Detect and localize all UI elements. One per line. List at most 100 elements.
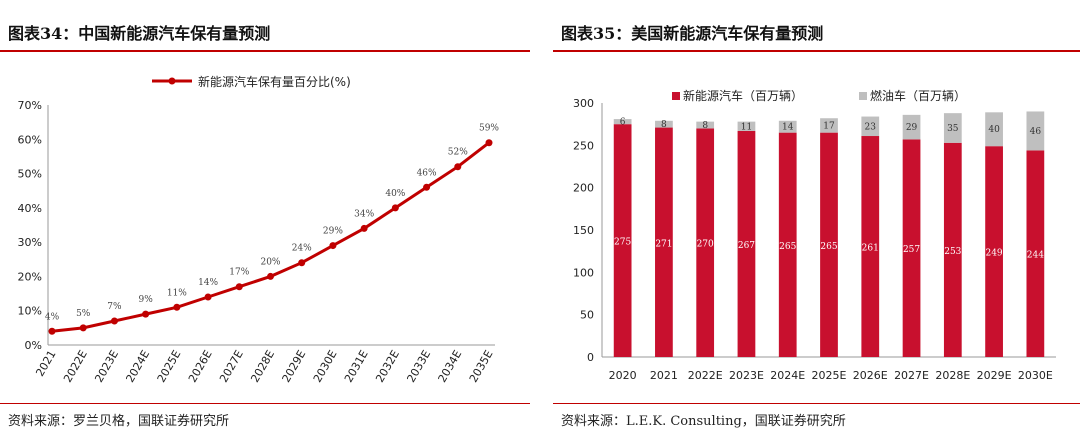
bar-ice-label: 11 [741, 122, 752, 132]
y-tick-label: 0% [25, 339, 42, 352]
china-line-chart: 0%10%20%30%40%50%60%70%2021 2022E 2023E 202… [18, 74, 500, 385]
bar-ice [696, 121, 715, 129]
x-tick-label: 2030E [1018, 369, 1053, 382]
y-tick-label: 10% [18, 305, 42, 318]
data-label: 20% [260, 257, 280, 267]
bar-ev [613, 124, 632, 358]
bar-ice [1026, 111, 1045, 151]
x-tick-label: 2026E [853, 369, 888, 382]
y-tick-label: 30% [18, 236, 42, 249]
bar-ice [943, 113, 962, 143]
y-tick-label: 50% [18, 168, 42, 181]
bar-ice-label: 8 [702, 121, 708, 131]
data-label: 52% [448, 148, 468, 158]
title-divider [0, 50, 530, 52]
data-label: 4% [45, 312, 60, 322]
bar-ice [613, 119, 632, 125]
bar-ice-label: 46 [1030, 127, 1042, 137]
bar-ev-label: 265 [820, 242, 837, 252]
data-label: 17% [229, 268, 249, 278]
data-point [454, 163, 462, 171]
data-label: 7% [107, 302, 122, 312]
us-chart-source: 资料来源：L.E.K. Consulting，国联证券研究所 [561, 414, 846, 429]
bar-ev-label: 257 [903, 245, 920, 255]
data-point [485, 139, 493, 147]
title-divider [553, 50, 1080, 52]
x-tick-label: 2022E [688, 369, 723, 382]
y-tick-label: 300 [573, 97, 594, 110]
x-tick-label: 2021 [33, 348, 58, 379]
bar-ev-label: 270 [697, 240, 714, 250]
y-tick-label: 200 [573, 182, 594, 195]
bar-ev [655, 127, 673, 357]
bar-ice-label: 6 [620, 118, 626, 128]
data-point [360, 224, 368, 232]
y-tick-label: 50 [580, 309, 594, 322]
y-tick-label: 20% [18, 270, 42, 283]
x-tick-label: 2029E [977, 369, 1012, 382]
data-point [267, 272, 274, 280]
x-tick-label: 2021 [650, 369, 678, 382]
bar-ev-label: 249 [985, 249, 1002, 259]
us-stacked-bar-chart: 0 50 100 150 200 250 300 275 6 2020 271 8 2021 270 8 20… [573, 88, 1056, 382]
bar-ev-label: 275 [614, 238, 631, 248]
bar-ice-label: 8 [661, 120, 667, 130]
legend-ice-swatch [859, 92, 867, 100]
bar-ev-label: 265 [779, 242, 796, 252]
bar-ev-label: 267 [738, 241, 755, 251]
x-tick-label: 2025E [812, 369, 847, 382]
data-label: 46% [417, 168, 437, 178]
bar-ice [902, 114, 921, 140]
data-label: 24% [292, 244, 312, 254]
bar-ev [985, 146, 1003, 357]
x-tick-label: 2026E [186, 348, 215, 385]
bar-ice [861, 116, 880, 137]
bar-ice [985, 112, 1003, 147]
x-tick-label: 2035E [467, 348, 496, 385]
x-tick-label: 2024E [124, 348, 153, 385]
data-point [391, 204, 399, 212]
x-tick-label: 2030E [311, 348, 340, 385]
data-point [48, 327, 56, 335]
x-tick-label: 2025E [155, 348, 184, 385]
china-chart-panel: 图表34：中国新能源汽车保有量预测 0% 10% 20% 30% 40% 50% 60% 70… [0, 0, 530, 441]
bar-ice [820, 118, 838, 133]
bar-ice-label: 14 [782, 123, 794, 133]
bar-ice-label: 23 [865, 122, 877, 132]
source-divider [553, 403, 1080, 404]
bar-ice-label: 17 [823, 121, 835, 131]
us-chart-title: 图表35：美国新能源汽车保有量预测 [561, 24, 824, 43]
china-chart-title: 图表34：中国新能源汽车保有量预测 [8, 24, 271, 43]
data-label: 29% [323, 227, 343, 237]
data-label: 5% [76, 309, 91, 319]
x-tick-label: 2020 [609, 369, 637, 382]
legend-ice-label: 燃油车（百万辆） [870, 88, 966, 103]
data-point [110, 317, 118, 325]
x-tick-label: 2022E [61, 348, 90, 385]
x-tick-label: 2033E [404, 348, 433, 385]
data-label: 9% [139, 295, 154, 305]
legend-ev-label: 新能源汽车（百万辆） [683, 88, 803, 103]
bar-ev [1026, 150, 1045, 357]
data-point [235, 283, 243, 291]
bar-ice-label: 29 [906, 123, 918, 133]
data-point [204, 293, 212, 301]
data-label: 40% [385, 189, 405, 199]
y-tick-label: 60% [18, 133, 42, 146]
x-tick-label: 2027E [217, 348, 246, 385]
data-point [142, 310, 150, 318]
china-chart-source: 资料来源：罗兰贝格，国联证券研究所 [8, 414, 230, 429]
data-label: 14% [198, 278, 218, 288]
bar-ev [696, 128, 715, 357]
data-point [423, 183, 431, 191]
x-tick-label: 2029E [280, 348, 309, 385]
data-point [173, 303, 181, 311]
x-tick-label: 2023E [92, 348, 121, 385]
data-point [329, 242, 337, 250]
bar-ev-label: 261 [862, 244, 879, 254]
bar-ev-label: 271 [655, 239, 672, 249]
x-tick-label: 2034E [436, 348, 465, 385]
data-label: 11% [167, 288, 187, 298]
y-tick-label: 70% [18, 99, 42, 112]
legend-ev-swatch [672, 92, 680, 100]
